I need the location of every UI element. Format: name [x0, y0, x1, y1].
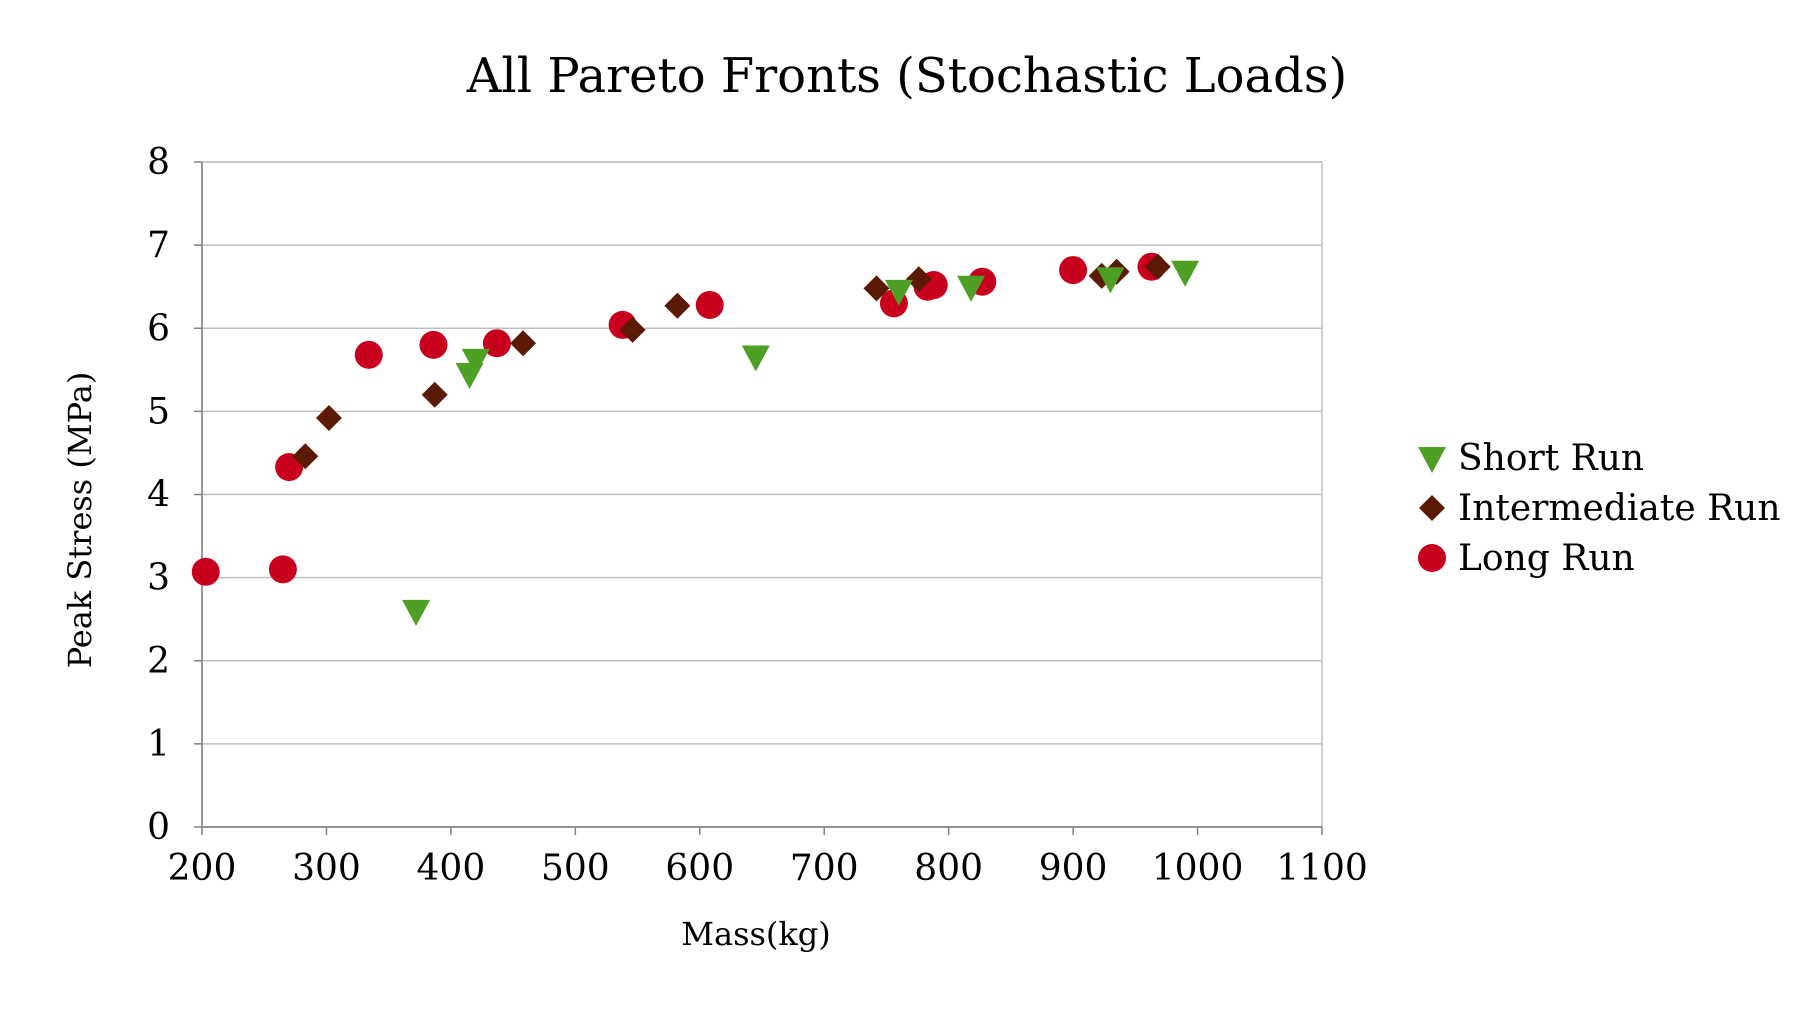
series-short-run [402, 260, 1200, 626]
y-tick-label-8: 8 [147, 142, 170, 183]
legend-marker-intermediate-run [1419, 495, 1445, 521]
point-long-run-12 [1059, 256, 1088, 285]
point-intermediate-run-2 [421, 381, 448, 408]
point-long-run-5 [482, 329, 511, 358]
data-points [191, 252, 1200, 626]
y-tick-label-4: 4 [147, 475, 170, 516]
point-short-run-6 [1096, 267, 1125, 294]
point-intermediate-run-5 [664, 292, 691, 319]
point-intermediate-run-1 [315, 405, 342, 432]
legend: Short Run Intermediate Run Long Run [1418, 438, 1781, 579]
series-intermediate-run [292, 253, 1171, 470]
x-tick-label-600: 600 [665, 848, 734, 889]
x-axis-title: Mass(kg) [681, 915, 831, 953]
point-intermediate-run-10 [1144, 253, 1171, 280]
y-tick-label-0: 0 [147, 807, 170, 848]
point-long-run-3 [354, 340, 383, 369]
x-tick-label-300: 300 [292, 848, 361, 889]
x-tick-label-1000: 1000 [1152, 848, 1244, 889]
point-short-run-7 [1171, 260, 1200, 287]
x-tick-label-800: 800 [914, 848, 983, 889]
x-tick-label-200: 200 [168, 848, 237, 889]
point-intermediate-run-3 [510, 330, 537, 357]
legend-marker-long-run [1418, 544, 1446, 572]
y-tick-label-3: 3 [147, 558, 170, 599]
legend-marker-short-run [1418, 447, 1446, 473]
y-tick-label-2: 2 [147, 641, 170, 682]
legend-label-long-run: Long Run [1458, 538, 1635, 579]
x-tick-label-500: 500 [541, 848, 610, 889]
y-tick-label-6: 6 [147, 308, 170, 349]
point-long-run-7 [695, 290, 724, 319]
y-tick-label-5: 5 [147, 391, 170, 432]
x-axis-tick-labels: 200 300 400 500 600 700 800 900 1000 1100 [168, 848, 1368, 889]
point-long-run-0 [191, 557, 220, 586]
point-long-run-4 [419, 330, 448, 359]
legend-label-intermediate-run: Intermediate Run [1458, 488, 1781, 529]
point-short-run-4 [884, 279, 913, 306]
point-intermediate-run-4 [619, 316, 646, 343]
y-tick-label-1: 1 [147, 724, 170, 765]
point-short-run-2 [461, 348, 490, 375]
y-axis-title: Peak Stress (MPa) [61, 372, 99, 669]
point-short-run-5 [957, 275, 986, 302]
x-tick-label-700: 700 [790, 848, 859, 889]
chart-title: All Pareto Fronts (Stochastic Loads) [466, 48, 1348, 104]
axes [194, 161, 1323, 835]
y-axis-tick-labels: 0 1 2 3 4 5 6 7 8 [147, 142, 170, 848]
x-tick-label-900: 900 [1039, 848, 1108, 889]
x-tick-label-1100: 1100 [1276, 848, 1368, 889]
legend-label-short-run: Short Run [1458, 438, 1644, 479]
point-intermediate-run-6 [863, 275, 890, 302]
point-long-run-1 [268, 555, 297, 584]
point-intermediate-run-0 [292, 443, 319, 470]
point-short-run-3 [741, 345, 770, 372]
y-tick-label-7: 7 [147, 225, 170, 266]
point-short-run-0 [402, 599, 431, 626]
x-tick-label-400: 400 [417, 848, 486, 889]
point-intermediate-run-7 [905, 266, 932, 293]
